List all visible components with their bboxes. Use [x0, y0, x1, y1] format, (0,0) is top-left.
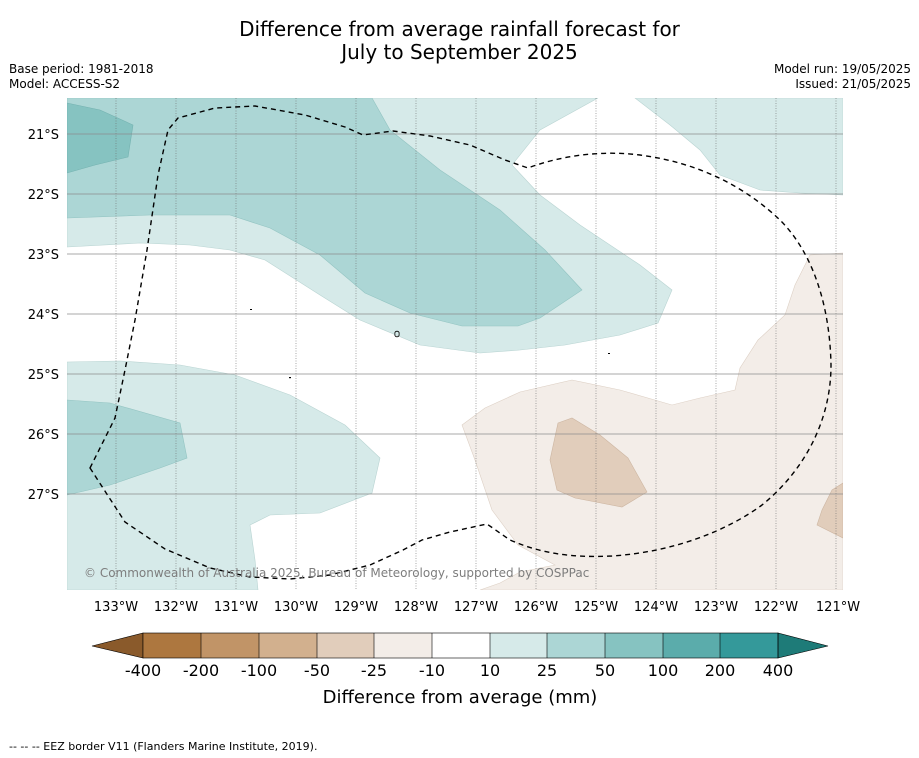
colorbar-bin: [663, 633, 720, 658]
colorbar-bin: [720, 633, 778, 658]
lon-label: 126°W: [514, 600, 558, 615]
title-line-2: July to September 2025: [341, 40, 578, 64]
wet-50-100-northwest: [67, 102, 134, 174]
colorbar-tick-label: 10: [480, 661, 500, 680]
lon-label: 123°W: [694, 600, 738, 615]
lat-label: 25°S: [28, 368, 59, 383]
lon-label: 125°W: [574, 600, 618, 615]
colorbar-tick-label: 400: [763, 661, 794, 680]
colorbar: -400 -200 -100 -50 -25 -10 10 25 50 100 …: [91, 632, 829, 708]
colorbar-bin: [201, 633, 259, 658]
colorbar-tick-label: -25: [361, 661, 387, 680]
graticule-latitudes: [67, 133, 843, 495]
island-1: [394, 330, 400, 338]
colorbar-arrow-low: [91, 632, 144, 659]
wet-25-50-southwest: [67, 399, 188, 496]
dry-25-50-southeast: [549, 417, 648, 508]
lat-label: 27°S: [28, 488, 59, 503]
lon-label: 133°W: [94, 600, 138, 615]
lon-label: 122°W: [754, 600, 798, 615]
colorbar-tick-label: 50: [595, 661, 615, 680]
island-2: [250, 309, 252, 310]
colorbar-dividers: [200, 633, 721, 658]
colorbar-bin: [259, 633, 317, 658]
colorbar-tick-label: -10: [419, 661, 445, 680]
lat-label: 23°S: [28, 248, 59, 263]
model-run: Model run: 19/05/2025: [773, 62, 911, 76]
island-3: [289, 377, 291, 379]
colorbar-bin: [317, 633, 374, 658]
colorbar-tick-label: -100: [241, 661, 277, 680]
lat-label: 26°S: [28, 428, 59, 443]
lat-label: 21°S: [28, 128, 59, 143]
lon-label: 127°W: [454, 600, 498, 615]
latitude-labels: 21°S 22°S 23°S 24°S 25°S 26°S 27°S: [28, 128, 59, 503]
map-panel: © Commonwealth of Australia 2025, Bureau…: [67, 98, 843, 590]
lon-label: 124°W: [634, 600, 678, 615]
colorbar-bin: [374, 633, 432, 658]
colorbar-outline: [142, 632, 779, 659]
graticule: [115, 98, 837, 590]
meta-left: Base period: 1981-2018 Model: ACCESS-S2: [9, 62, 154, 92]
lon-label: 121°W: [816, 600, 860, 615]
colorbar-bin: [490, 633, 547, 658]
dry-25-50-east: [816, 482, 843, 539]
lon-label: 131°W: [214, 600, 258, 615]
island-4: [608, 353, 610, 354]
meta-right: Model run: 19/05/2025 Issued: 21/05/2025: [774, 62, 911, 92]
lon-label: 128°W: [394, 600, 438, 615]
colorbar-tick-label: 25: [537, 661, 557, 680]
dry-10-25-southeast: [461, 252, 843, 590]
lat-label: 22°S: [28, 188, 59, 203]
title-line-1: Difference from average rainfall forecas…: [239, 17, 680, 41]
colorbar-tick-label: -400: [125, 661, 161, 680]
model-name: Model: ACCESS-S2: [9, 77, 121, 91]
colorbar-tick-label: 100: [648, 661, 679, 680]
lon-label: 130°W: [274, 600, 318, 615]
wet-10-25-northeast: [634, 98, 843, 196]
map-title: Difference from average rainfall forecas…: [0, 18, 919, 64]
colorbar-bin: [547, 633, 605, 658]
colorbar-bin: [143, 633, 201, 658]
eez-legend-footnote: -- -- -- EEZ border V11 (Flanders Marine…: [9, 740, 318, 753]
lon-label: 129°W: [334, 600, 378, 615]
colorbar-title: Difference from average (mm): [323, 687, 598, 708]
issued-date: Issued: 21/05/2025: [795, 77, 911, 91]
colorbar-tick-label: 200: [705, 661, 736, 680]
longitude-labels: 133°W 132°W 131°W 130°W 129°W 128°W 127°…: [94, 600, 860, 615]
copyright-notice: © Commonwealth of Australia 2025, Bureau…: [84, 566, 589, 580]
colorbar-bin: [605, 633, 663, 658]
base-period: Base period: 1981-2018: [9, 62, 154, 76]
wet-25-50-north: [67, 98, 583, 327]
lon-label: 132°W: [154, 600, 198, 615]
colorbar-bin: [432, 633, 490, 658]
colorbar-tick-label: -50: [304, 661, 330, 680]
colorbar-tick-label: -200: [183, 661, 219, 680]
lat-label: 24°S: [28, 308, 59, 323]
colorbar-arrow-high: [777, 632, 829, 659]
eez-border: [89, 105, 832, 580]
